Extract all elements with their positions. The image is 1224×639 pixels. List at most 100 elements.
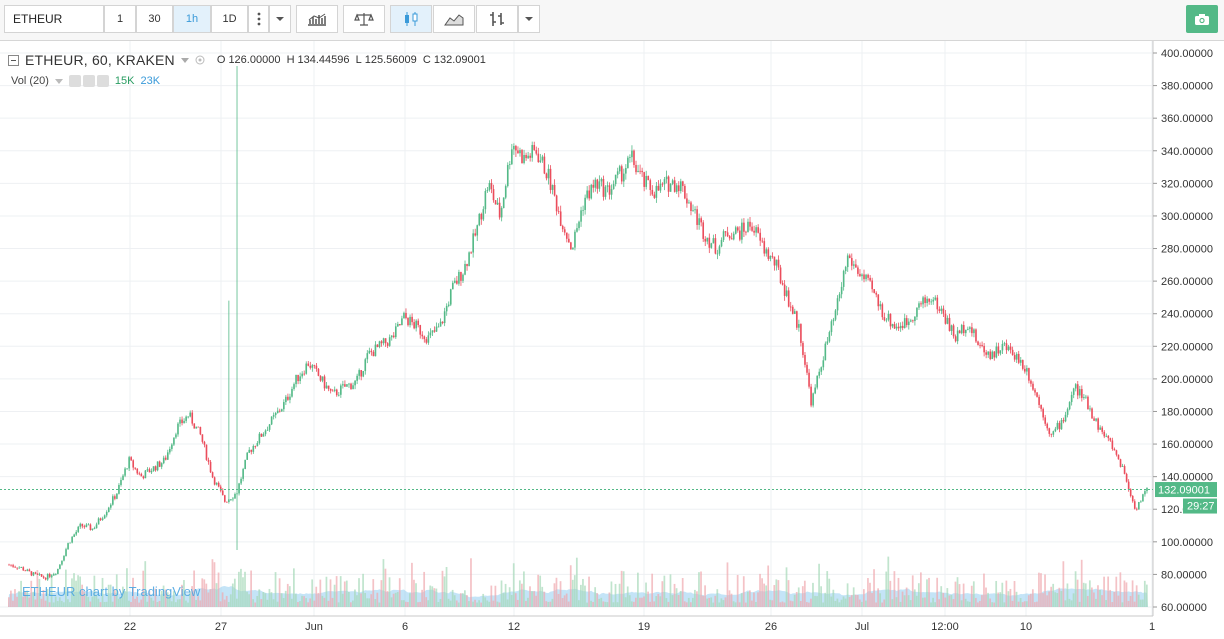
volume-bar	[439, 598, 442, 607]
close-icon[interactable]	[96, 75, 109, 87]
volume-bar	[1003, 602, 1006, 607]
volume-bar	[706, 598, 708, 607]
volume-bar	[1131, 580, 1134, 607]
volume-bar	[641, 597, 643, 607]
volume-bar	[441, 570, 444, 607]
indicators-button[interactable]	[296, 5, 338, 33]
volume-bar	[956, 577, 959, 607]
interval-30-button[interactable]: 30	[136, 5, 173, 33]
settings-icon[interactable]	[195, 55, 205, 65]
candle-body	[1050, 433, 1053, 435]
candle-body	[480, 213, 483, 220]
candle-body	[855, 264, 857, 268]
candle-body	[169, 448, 171, 453]
bars-style-button[interactable]	[476, 5, 518, 33]
volume-bar	[203, 579, 206, 607]
candle-body	[189, 412, 192, 417]
volume-bar	[559, 581, 562, 607]
symbol-input[interactable]: ETHEUR	[4, 5, 104, 33]
price-axis[interactable]: 400.00000 380.00000 360.00000 340.00000 320.…	[1153, 48, 1213, 614]
chevron-down-icon[interactable]	[54, 78, 63, 84]
candle-body	[903, 318, 906, 328]
volume-bar	[993, 602, 996, 607]
candle-body	[73, 534, 75, 537]
candle-body	[148, 469, 151, 473]
candle-body	[217, 482, 220, 487]
candle-body	[315, 365, 318, 369]
candle-body	[476, 225, 479, 236]
interval-1h-button[interactable]: 1h	[173, 5, 211, 33]
candle-body	[215, 482, 218, 485]
candles-style-button[interactable]	[390, 5, 432, 33]
time-axis[interactable]: 22 27 Jun 6 12 19 26 Jul 12:00 10 1	[124, 621, 1155, 633]
volume-bar	[79, 576, 81, 607]
candle-body	[751, 226, 753, 231]
volume-bar	[738, 602, 741, 607]
candle-body	[785, 290, 788, 296]
candle-body	[848, 255, 851, 259]
gear-icon[interactable]	[82, 75, 95, 87]
candle-body	[34, 572, 37, 574]
volume-bar	[816, 596, 818, 607]
candle-body	[321, 376, 324, 381]
candle-body	[221, 490, 224, 496]
interval-dropdown-button[interactable]	[269, 5, 291, 33]
volume-bar	[936, 577, 939, 607]
interval-1d-button[interactable]: 1D	[211, 5, 248, 33]
volume-bar	[563, 595, 566, 607]
volume-bar	[885, 571, 888, 607]
compare-button[interactable]	[343, 5, 385, 33]
chevron-down-icon[interactable]	[180, 57, 189, 63]
volume-bar	[907, 595, 910, 607]
volume-bar	[8, 597, 10, 607]
candle-body	[765, 249, 768, 254]
volume-bar	[922, 597, 924, 607]
candle-body	[413, 322, 415, 329]
volume-title[interactable]: Vol (20)	[11, 75, 49, 87]
candle-body	[401, 318, 403, 326]
volume-bar	[262, 591, 265, 607]
candle-body	[950, 325, 953, 331]
candle-body	[69, 542, 71, 544]
snapshot-button[interactable]	[1186, 5, 1218, 33]
volume-bar	[435, 588, 438, 607]
eye-icon[interactable]	[68, 75, 81, 87]
candle-body	[732, 233, 735, 240]
candle-body	[948, 317, 951, 331]
candle-body	[488, 182, 491, 191]
candle-body	[838, 294, 841, 299]
volume-bar	[1139, 599, 1142, 607]
interval-1-button[interactable]: 1	[104, 5, 136, 33]
candle-body	[299, 376, 301, 382]
candle-body	[494, 200, 497, 205]
volume-bar	[274, 572, 277, 607]
watermark[interactable]: ETHEUR chart by TradingView	[22, 584, 201, 599]
volume-bar	[716, 589, 719, 607]
candle-body	[692, 210, 694, 212]
chart-style-dropdown-button[interactable]	[518, 5, 540, 33]
last-price-label: 132.09001	[1158, 485, 1210, 497]
candle-body	[551, 184, 554, 190]
more-intervals-button[interactable]	[248, 5, 269, 33]
volume-bar	[142, 570, 145, 607]
symbol-title[interactable]: ETHEUR, 60, KRAKEN	[25, 52, 175, 68]
volume-bar	[65, 569, 67, 607]
volume-bar	[445, 566, 448, 607]
candle-body	[262, 434, 265, 437]
volume-bar	[897, 577, 900, 607]
candle-body	[183, 420, 185, 424]
volume-bar	[667, 601, 670, 607]
chart-area[interactable]: 400.00000 380.00000 360.00000 340.00000 320.…	[0, 41, 1224, 636]
collapse-icon[interactable]	[8, 54, 19, 66]
volume-bar	[421, 589, 423, 607]
candle-body	[350, 383, 352, 390]
candle-body	[543, 156, 546, 174]
volume-bar	[423, 571, 426, 607]
volume-bar	[158, 600, 161, 607]
candle-body	[997, 346, 1000, 354]
candle-body	[747, 221, 749, 232]
candle-body	[152, 466, 155, 472]
price-chart[interactable]: 400.00000 380.00000 360.00000 340.00000 320.…	[0, 41, 1224, 636]
candle-body	[85, 524, 88, 528]
area-style-button[interactable]	[433, 5, 475, 33]
